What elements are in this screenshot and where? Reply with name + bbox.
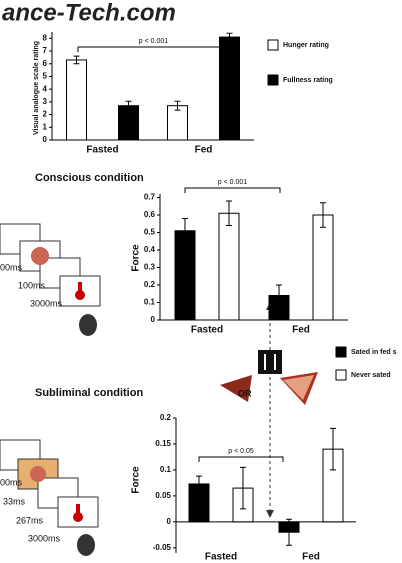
x-tick-label: Fed (302, 552, 320, 563)
error-bar (320, 202, 326, 228)
legend-swatch (335, 346, 347, 358)
timing: 3000ms (30, 298, 63, 308)
y-tick-label: 0.6 (144, 210, 156, 219)
legend-label: Never sated (351, 372, 391, 379)
x-tick-label: Fed (195, 145, 213, 156)
bar (66, 59, 87, 141)
y-tick-label: 0 (151, 315, 156, 324)
annotation: p < 0.05 (228, 448, 254, 455)
error-bar (125, 100, 132, 111)
y-tick-label: 0.3 (144, 263, 156, 272)
error-bar (276, 284, 282, 307)
legend-label: Hunger rating (283, 42, 329, 49)
significance-bracket (184, 187, 281, 193)
or-label: OR (238, 388, 252, 398)
y-axis-label: Visual analogue scale rating (33, 41, 40, 135)
timing: 100ms (18, 280, 46, 290)
y-tick-label: 7 (43, 46, 48, 55)
error-bar (196, 475, 202, 493)
y-tick-label: 8 (43, 33, 48, 42)
bar (167, 105, 188, 141)
bar (312, 214, 334, 321)
y-tick-label: 0.1 (160, 465, 172, 474)
bar (118, 105, 139, 141)
y-tick-label: 6 (43, 59, 48, 68)
y-tick-label: 0.2 (160, 413, 172, 422)
y-tick-label: 0 (43, 135, 48, 144)
error-bar (226, 200, 232, 226)
y-tick-label: -0.05 (153, 543, 172, 552)
legend-swatch (267, 39, 279, 51)
x-tick-label: Fasted (191, 325, 223, 336)
timing: 00ms (0, 477, 23, 487)
bar (219, 36, 240, 141)
y-tick-label: 4 (43, 84, 48, 93)
error-bar (73, 55, 80, 65)
legend-label: Sated in fed s (351, 349, 397, 356)
timing: 3000ms (28, 533, 61, 543)
y-tick-label: 0.15 (155, 439, 171, 448)
significance-bracket (77, 46, 230, 52)
y-tick-label: 0.5 (144, 228, 156, 237)
error-bar (286, 518, 292, 546)
x-tick-label: Fasted (205, 552, 237, 563)
stimulus-frames (0, 223, 101, 556)
error-bar (182, 218, 188, 244)
error-bar (330, 427, 336, 471)
timing: 33ms (3, 496, 26, 506)
legend-swatch (335, 369, 347, 381)
x-tick-label: Fasted (86, 145, 118, 156)
y-tick-label: 0.05 (155, 491, 171, 500)
legend-swatch (267, 74, 279, 86)
annotation: p < 0.001 (139, 38, 168, 45)
food-icons (220, 302, 318, 518)
chart-title: Conscious condition (35, 172, 144, 184)
y-axis-label: Force (131, 466, 142, 494)
y-tick-label: 5 (43, 72, 48, 81)
bar (174, 230, 196, 321)
error-bar (174, 100, 181, 111)
watermark: ance-Tech.com (2, 0, 176, 26)
significance-bracket (198, 456, 284, 462)
y-tick-label: 0.1 (144, 298, 156, 307)
y-tick-label: 3 (43, 97, 48, 106)
x-tick-label: Fed (292, 325, 310, 336)
annotation: p < 0.001 (218, 179, 247, 186)
timing: 267ms (16, 515, 44, 525)
timing: 00ms (0, 262, 23, 272)
bar (218, 212, 240, 321)
error-bar (226, 32, 233, 42)
chart-title: Subliminal condition (35, 387, 143, 399)
y-tick-label: 0.2 (144, 280, 156, 289)
legend-label: Fullness rating (283, 77, 333, 84)
y-tick-label: 2 (43, 110, 48, 119)
y-tick-label: 0.7 (144, 193, 156, 202)
error-bar (240, 466, 246, 510)
y-axis-label: Force (131, 244, 142, 272)
y-tick-label: 0 (167, 517, 172, 526)
y-tick-label: 1 (43, 122, 48, 131)
y-tick-label: 0.4 (144, 245, 156, 254)
